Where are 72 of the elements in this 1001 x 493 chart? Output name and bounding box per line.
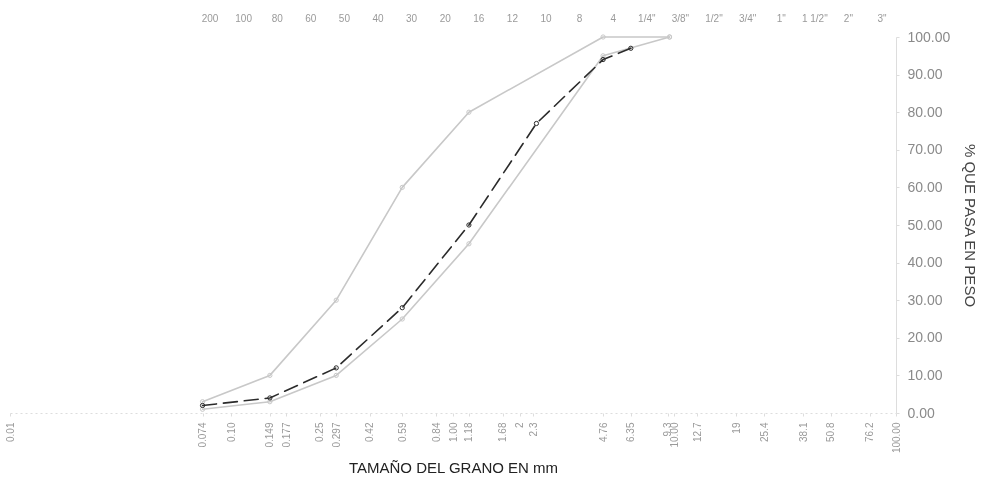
text: 50 — [338, 13, 351, 24]
x-tick-label: 1.68 — [497, 422, 509, 442]
point — [333, 297, 339, 303]
x-tick-label: 2 — [514, 422, 526, 429]
point — [333, 365, 339, 371]
x-tick-label: 0.149 — [264, 422, 276, 448]
y-tick-label: 20.00 — [907, 329, 943, 346]
x-tick-label: 6.35 — [625, 422, 637, 442]
point — [267, 399, 273, 405]
point — [399, 305, 405, 311]
point — [466, 222, 472, 228]
x-tick-label: 0.25 — [314, 422, 326, 442]
x-tick-label: 0.59 — [396, 422, 408, 442]
y-tick-label: 30.00 — [907, 291, 943, 308]
point — [466, 241, 472, 247]
point — [399, 316, 405, 322]
x-tick-label: 0.297 — [330, 422, 342, 448]
x-tick-label: 76.2 — [864, 422, 876, 442]
point — [333, 372, 339, 379]
text: 12 — [506, 13, 519, 24]
text: 60 — [305, 13, 317, 24]
text: 30 — [406, 13, 418, 24]
text: 10 — [540, 13, 552, 24]
point — [466, 109, 472, 115]
x-tick-label: 50.8 — [825, 422, 837, 442]
text: 200 — [201, 13, 219, 24]
x-tick-label: 0.42 — [364, 422, 376, 442]
text: 1/2" — [705, 13, 724, 24]
text: 4 — [610, 13, 617, 24]
x-tick-label: 0.074 — [197, 422, 209, 448]
y-axis-title: % QUE PASA EN PESO — [962, 143, 980, 308]
point — [267, 372, 273, 379]
text: 80 — [271, 13, 284, 24]
x-tick-label: 12.7 — [691, 422, 703, 442]
point — [533, 120, 540, 127]
x-tick-label: 1.18 — [463, 422, 475, 442]
text: 20 — [439, 13, 452, 24]
text: 3/8" — [671, 13, 690, 24]
y-tick-label: 60.00 — [907, 178, 943, 195]
y-tick-label: 10.00 — [907, 366, 943, 383]
y-tick-label: 100.00 — [907, 28, 951, 45]
x-tick-label: 0.01 — [4, 422, 16, 442]
y-tick-label: 90.00 — [907, 66, 943, 83]
y-tick-label: 70.00 — [907, 141, 943, 158]
point — [600, 56, 606, 63]
text: 3" — [877, 13, 887, 24]
text: 3/4" — [738, 13, 757, 24]
text: 1" — [776, 13, 787, 24]
y-tick-label: 80.00 — [907, 103, 943, 120]
x-tick-label: 1.00 — [447, 422, 459, 442]
x-tick-label: 0.84 — [430, 422, 442, 442]
x-tick-label: 2.3 — [527, 422, 539, 437]
text: 100 — [235, 13, 253, 24]
point — [267, 395, 273, 401]
y-tick-label: 50.00 — [907, 216, 943, 233]
x-tick-label: 0.177 — [280, 422, 292, 448]
x-tick-label: 38.1 — [797, 422, 809, 442]
text: 16 — [473, 13, 485, 24]
x-tick-label: 4.76 — [597, 422, 609, 442]
text: 1/4" — [638, 13, 656, 24]
x-tick-label: 0.10 — [226, 422, 237, 442]
x-tick-label: 19 — [730, 422, 742, 434]
x-tick-label: 10.00 — [669, 422, 680, 448]
text: 8 — [576, 13, 583, 24]
text: 1 1/2" — [801, 13, 829, 24]
point — [399, 184, 405, 191]
y-tick-label: 40.00 — [907, 254, 943, 271]
y-tick-label: 0.00 — [907, 404, 935, 421]
x-axis-title: TAMAÑO DEL GRANO EN mm — [348, 459, 559, 477]
text: 40 — [372, 13, 384, 24]
text: 2" — [843, 13, 854, 24]
x-tick-label: 25.4 — [758, 422, 770, 442]
